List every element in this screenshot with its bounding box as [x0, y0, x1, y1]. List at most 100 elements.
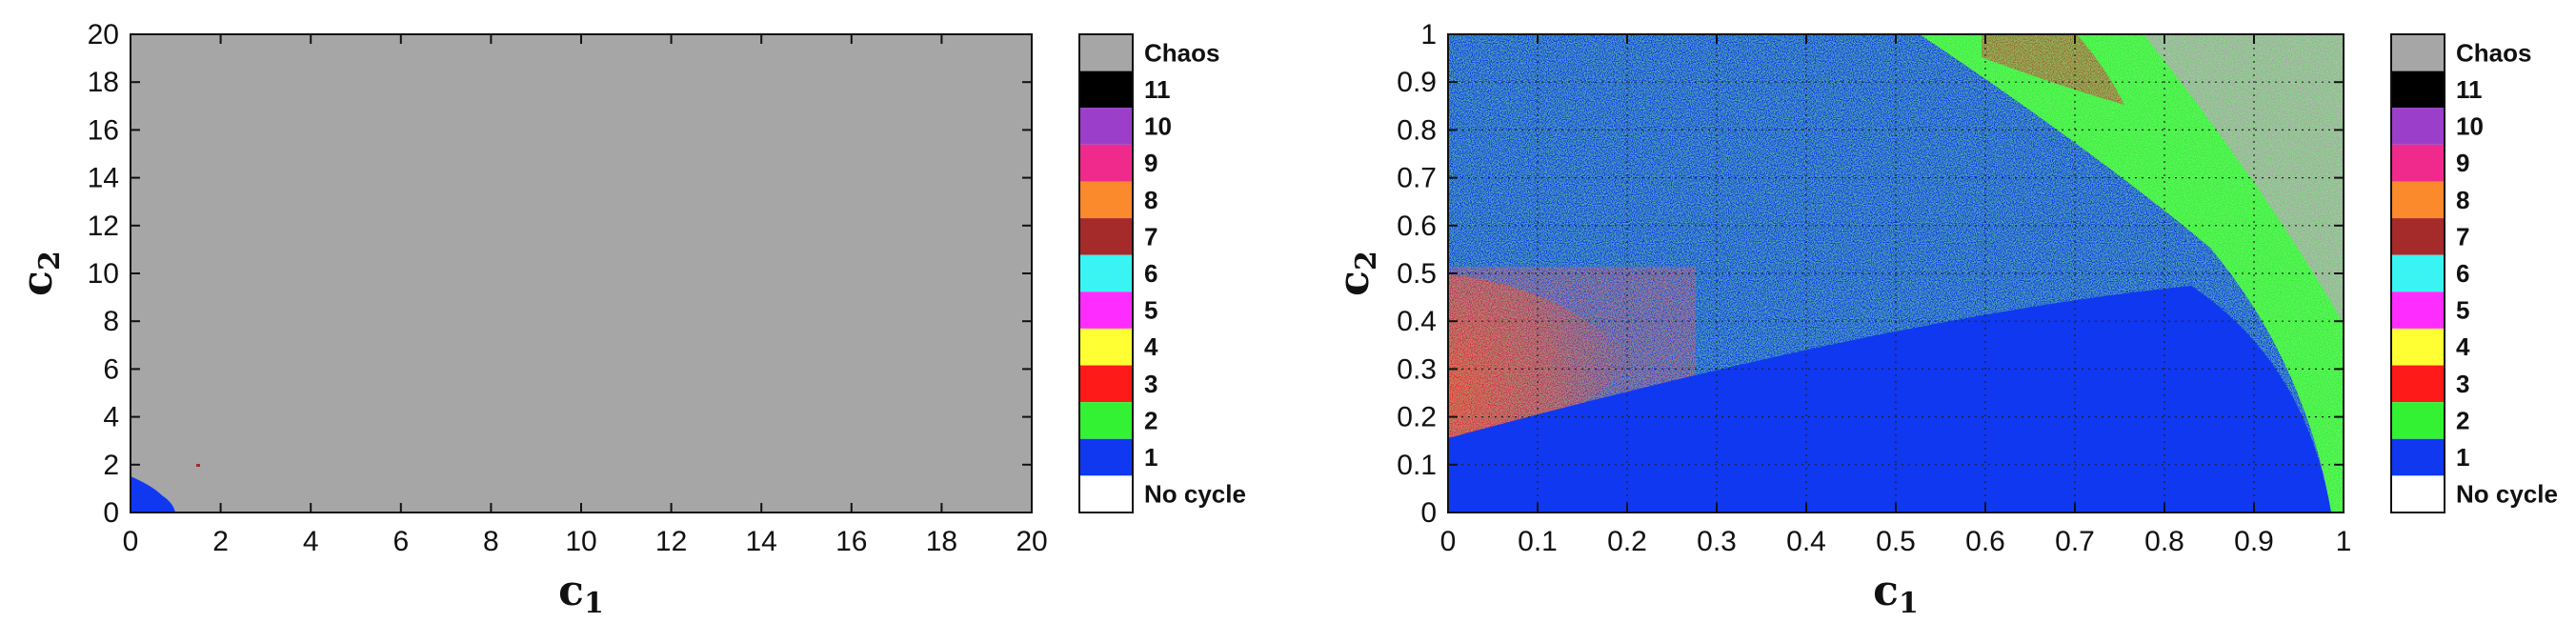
legend-swatch: [2391, 328, 2445, 366]
legend-swatch: [2391, 438, 2445, 476]
ytick-label: 0.2: [1397, 402, 1437, 433]
legend-label: 10: [2456, 112, 2484, 141]
xtick-label: 0.6: [1965, 526, 2005, 557]
legend-swatch: [2391, 365, 2445, 403]
legend-swatch: [2391, 402, 2445, 439]
ytick-label: 0.5: [1397, 258, 1437, 290]
legend-swatch: [2391, 34, 2445, 71]
legend-left: Chaos 11 10 9 8 7 6 5 4 3 2 1 No cycle: [1078, 33, 1246, 513]
xtick-label: 0.9: [2234, 526, 2274, 557]
xtick-label: 10: [565, 526, 596, 557]
legend-swatch: [1079, 218, 1133, 255]
panel-left: 0 2 4 6 8 10 12 14 16 18 20 0 2 4 6 8 10 12 14 16 18 20 c1 c2: [13, 19, 1048, 620]
legend-label: 8: [2456, 186, 2469, 214]
ytick-label: 0: [103, 497, 119, 529]
legend-frame: [2390, 33, 2445, 513]
legend-swatch: [1079, 438, 1133, 476]
legend-swatch: [2391, 475, 2445, 512]
legend-label: 11: [1144, 75, 1171, 104]
xlabel-right: c1: [1873, 567, 1919, 620]
ytick-label: 14: [88, 163, 119, 194]
xtick-label: 1: [2336, 526, 2352, 557]
ytick-label: 6: [103, 353, 119, 385]
legend-right: Chaos 11 10 9 8 7 6 5 4 3 2 1 No cycle: [2390, 33, 2558, 513]
legend-swatch: [1079, 328, 1133, 366]
xtick-label: 16: [835, 526, 867, 557]
xtick-label: 0.3: [1697, 526, 1737, 557]
ytick-label: 2: [103, 450, 119, 481]
xtick-label: 2: [212, 526, 229, 557]
legend-label: 8: [1144, 186, 1157, 214]
legend-swatch: [1079, 365, 1133, 403]
legend-label: No cycle: [1144, 480, 1246, 509]
ytick-label: 0.3: [1397, 353, 1437, 385]
xtick-label: 0.1: [1518, 526, 1558, 557]
xtick-label: 20: [1016, 526, 1047, 557]
legend-swatch: [1079, 144, 1133, 182]
ytick-label: 8: [103, 306, 119, 337]
legend-label: 1: [1144, 443, 1157, 472]
legend-label: 3: [2456, 370, 2469, 398]
xtick-label: 0.2: [1607, 526, 1647, 557]
region-class-1-left: [131, 476, 175, 512]
legend-label: Chaos: [2456, 38, 2531, 67]
ytick-label: 0.9: [1397, 67, 1437, 98]
legend-swatch: [1079, 291, 1133, 329]
legend-label: 5: [1144, 296, 1157, 325]
ylabel-left: c2: [13, 251, 67, 296]
legend-label: 6: [2456, 259, 2469, 288]
xtick-label: 0.4: [1786, 526, 1826, 557]
legend-label: 7: [1144, 222, 1157, 251]
ytick-label: 12: [88, 211, 119, 242]
xtick-label: 0: [1440, 526, 1457, 557]
ytick-label: 0.7: [1397, 163, 1437, 194]
legend-swatch: [2391, 144, 2445, 182]
legend-label: 2: [2456, 406, 2469, 434]
legend-label: 10: [1144, 112, 1172, 141]
xtick-label: 0.8: [2144, 526, 2184, 557]
ytick-label: 18: [88, 67, 119, 98]
legend-swatch: [1079, 402, 1133, 439]
legend-label: 7: [2456, 222, 2469, 251]
legend-label: No cycle: [2456, 480, 2558, 509]
legend-label: 4: [2456, 332, 2470, 361]
xtick-label: 4: [303, 526, 319, 557]
legend-label: 3: [1144, 370, 1157, 398]
legend-label: 5: [2456, 296, 2469, 325]
legend-label: 4: [1144, 332, 1158, 361]
xlabel-left: c1: [558, 567, 604, 620]
ytick-label: 16: [88, 114, 119, 146]
legend-swatch: [1079, 70, 1133, 109]
xtick-label: 0.7: [2055, 526, 2095, 557]
legend-swatch: [2391, 291, 2445, 329]
xtick-label: 0: [123, 526, 139, 557]
legend-label: 6: [1144, 259, 1157, 288]
xtick-label: 18: [926, 526, 957, 557]
plot-area-left: [131, 34, 1032, 512]
legend-label: 1: [2456, 443, 2469, 472]
ytick-label: 0: [1420, 497, 1437, 529]
panel-right: 0 0.1 0.2 0.3 0.4 0.5 0.6 0.7 0.8 0.9 1 0 0.1 0.2 0.3 0…: [1330, 19, 2351, 620]
legend-swatch: [2391, 254, 2445, 292]
ytick-label: 1: [1420, 19, 1437, 50]
legend-label: 9: [2456, 149, 2469, 177]
xtick-label: 12: [655, 526, 687, 557]
ytick-label: 4: [103, 402, 119, 433]
legend-swatch: [2391, 70, 2445, 109]
ytick-label: 0.4: [1397, 306, 1437, 337]
legend-label: 2: [1144, 406, 1157, 434]
legend-swatch: [2391, 181, 2445, 219]
ytick-label: 0.1: [1397, 450, 1437, 481]
speck-left: [196, 464, 200, 467]
legend-swatch: [1079, 254, 1133, 292]
legend-swatch: [2391, 108, 2445, 145]
legend-swatch: [2391, 218, 2445, 255]
xtick-label: 8: [483, 526, 499, 557]
legend-label: 9: [1144, 149, 1157, 177]
ytick-label: 0.6: [1397, 211, 1437, 242]
xtick-label: 0.5: [1876, 526, 1916, 557]
ytick-label: 20: [88, 19, 119, 50]
ytick-label: 10: [88, 258, 119, 290]
legend-label: Chaos: [1144, 38, 1219, 67]
